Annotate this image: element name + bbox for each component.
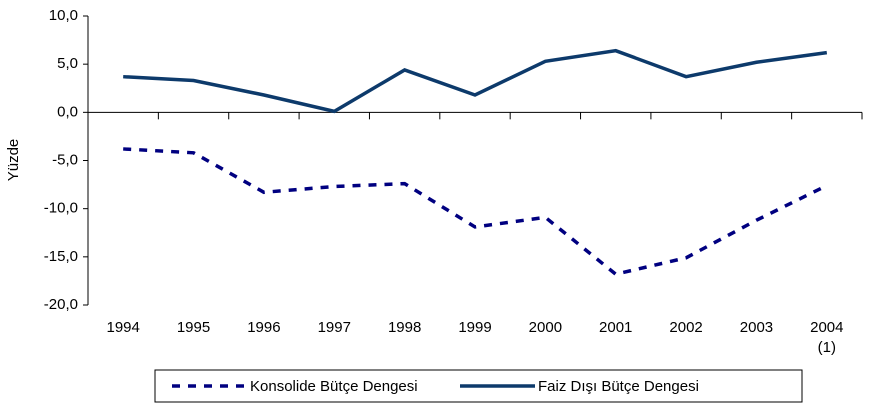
x-tick-label: 1994 <box>106 319 140 336</box>
y-tick-label: 5,0 <box>57 55 78 72</box>
y-tick-label: -20,0 <box>44 296 78 313</box>
legend-box <box>154 369 803 403</box>
series-line <box>123 48 828 114</box>
y-tick-label: -15,0 <box>44 248 78 265</box>
series-line <box>123 147 828 277</box>
x-tick-label: 1998 <box>387 319 422 336</box>
x-tick-label: 1996 <box>247 319 281 336</box>
legend-label: Faiz Dışı Bütçe Dengesi <box>538 378 699 395</box>
y-tick-label: -5,0 <box>52 151 78 168</box>
x-tick-label: 1995 <box>176 319 211 336</box>
x-tick-label: 1997 <box>317 319 351 336</box>
x-tick-label: 2003 <box>739 319 774 336</box>
legend-label: Konsolide Bütçe Dengesi <box>250 378 418 395</box>
y-tick-label: 0,0 <box>57 103 78 120</box>
y-tick-label: -10,0 <box>44 200 78 217</box>
x-tick-label: 1999 <box>458 319 492 336</box>
x-tick-label: 2001 <box>599 319 633 336</box>
y-tick-label: 10,0 <box>49 7 78 24</box>
x-tick-label: 2000 <box>528 319 563 336</box>
x-tick-label: 2004 (1) <box>810 319 844 356</box>
y-axis-label: Yüzde <box>5 139 22 182</box>
x-tick-label: 2002 <box>669 319 703 336</box>
